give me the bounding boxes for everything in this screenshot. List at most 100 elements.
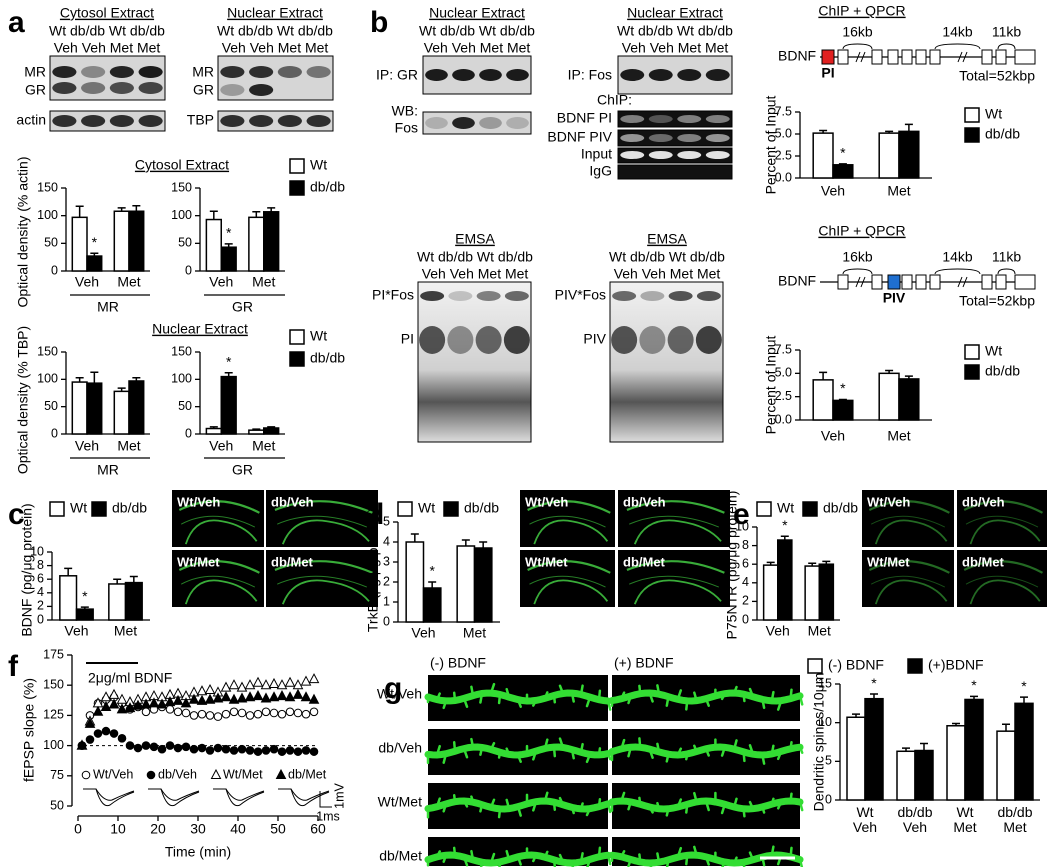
y-tick-label: 100 xyxy=(37,208,58,222)
tissue xyxy=(184,519,258,545)
legend-swatch xyxy=(443,501,459,517)
bar xyxy=(878,372,900,421)
band-label: MR xyxy=(192,64,214,80)
marker xyxy=(260,692,272,703)
bar xyxy=(71,216,88,272)
bar xyxy=(248,429,265,435)
tissue xyxy=(281,579,370,605)
y-tick-label: 5.0 xyxy=(775,126,792,140)
legend-swatch xyxy=(756,501,772,517)
y-tick-label: 0 xyxy=(37,612,44,626)
blot xyxy=(49,110,166,132)
bar xyxy=(75,608,94,621)
micrograph-label: Wt/Met xyxy=(525,554,568,569)
trace xyxy=(278,788,330,801)
band xyxy=(306,115,331,127)
gel-title: EMSA xyxy=(455,231,495,247)
panel-letter: c xyxy=(8,498,25,531)
legend-label: Wt xyxy=(985,343,1002,359)
tissue xyxy=(969,579,1041,605)
bar xyxy=(113,390,130,435)
marker xyxy=(108,698,120,709)
marker xyxy=(165,741,175,750)
band xyxy=(648,69,673,81)
exon xyxy=(915,274,927,290)
marker xyxy=(92,705,104,716)
y-tick-label: 10 xyxy=(818,715,832,729)
x-tick-label: 0 xyxy=(74,821,82,837)
band xyxy=(220,115,245,127)
y-tick-label: 2 xyxy=(742,594,749,608)
error-bar xyxy=(64,567,73,576)
bar xyxy=(818,563,835,621)
trace xyxy=(278,788,330,807)
band xyxy=(620,69,645,81)
lane-genotype: Wt db/db Wt db/db xyxy=(217,23,333,39)
micrograph-label: Wt/Met xyxy=(177,554,220,569)
exon xyxy=(929,49,941,65)
marker xyxy=(229,746,239,755)
band xyxy=(249,66,274,78)
promoter-label: PI xyxy=(821,65,834,81)
marker xyxy=(125,741,135,750)
marker xyxy=(301,709,311,719)
marker xyxy=(196,694,208,705)
marker xyxy=(260,679,272,690)
error-bar xyxy=(838,163,847,165)
marker xyxy=(213,712,223,721)
marker xyxy=(228,693,240,704)
bar xyxy=(804,565,821,621)
tissue xyxy=(180,575,256,588)
band xyxy=(479,117,502,129)
bar xyxy=(914,749,934,801)
marker xyxy=(237,744,247,754)
marker xyxy=(245,711,255,720)
x-tick-label: Veh xyxy=(209,438,233,454)
y-tick-label: 125 xyxy=(43,708,64,722)
significance: * xyxy=(226,225,232,241)
lane-treatment: Veh Veh Met Met xyxy=(622,40,729,56)
legend-label: db/db xyxy=(985,126,1020,142)
micrograph-label: db/Veh xyxy=(962,494,1005,509)
y-tick-label: 100 xyxy=(43,738,64,752)
marker xyxy=(269,744,279,754)
row-label: db/Met xyxy=(379,848,422,864)
bar xyxy=(128,210,145,272)
marker xyxy=(213,743,223,753)
legend-label: db/Veh xyxy=(158,767,197,781)
y-tick-label: 50 xyxy=(50,798,64,812)
band xyxy=(677,151,702,159)
x-tick-label: Met xyxy=(808,623,831,639)
group-label: MR xyxy=(97,462,119,478)
blot-label: BDNF PI xyxy=(557,110,612,126)
error-bar xyxy=(904,375,913,379)
micrograph-label: db/Met xyxy=(623,554,666,569)
error-bar xyxy=(90,371,99,384)
band xyxy=(109,115,134,127)
micrograph-label: db/Veh xyxy=(271,494,314,509)
blot xyxy=(217,55,334,101)
micrograph xyxy=(957,550,1047,607)
lane-genotype: Wt db/db Wt db/db xyxy=(617,23,733,39)
break xyxy=(957,276,968,288)
band xyxy=(452,117,475,129)
band xyxy=(677,115,702,123)
micrograph-label: db/Met xyxy=(271,554,314,569)
marker xyxy=(181,708,191,718)
micrograph-label: db/Veh xyxy=(623,494,666,509)
bar xyxy=(220,246,237,272)
micrograph-label: Wt/Veh xyxy=(177,494,220,509)
gel-band xyxy=(611,326,638,354)
x-tick-label: 40 xyxy=(230,821,246,837)
tissue xyxy=(178,500,260,514)
tissue xyxy=(274,500,373,514)
micrograph xyxy=(266,550,378,607)
tissue xyxy=(868,500,950,514)
gel-band xyxy=(420,291,445,301)
band xyxy=(138,66,163,78)
marker xyxy=(124,702,136,713)
marker xyxy=(237,708,247,718)
significance: * xyxy=(871,675,877,691)
tissue xyxy=(965,515,1039,528)
